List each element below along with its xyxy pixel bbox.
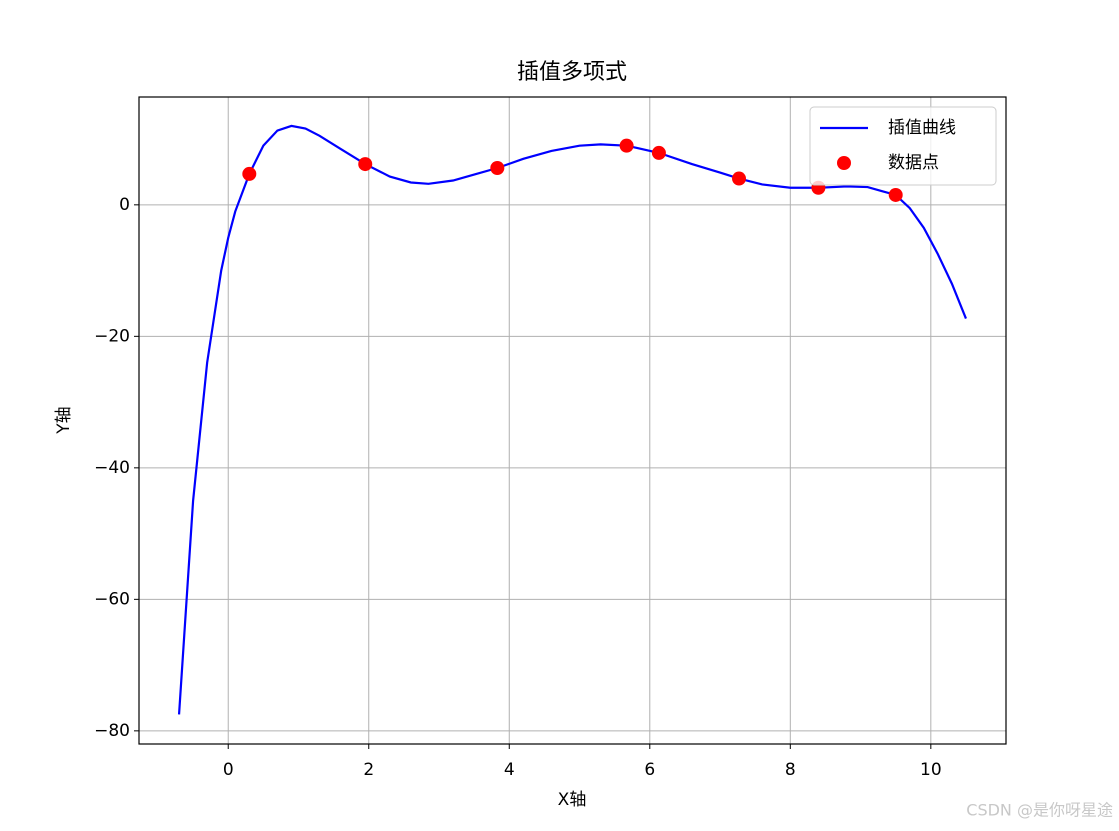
- x-tick-label: 0: [223, 760, 234, 780]
- data-point: [732, 171, 747, 186]
- y-tick-label: 0: [119, 195, 130, 215]
- data-point: [651, 145, 666, 160]
- chart-title: 插值多项式: [517, 60, 627, 85]
- data-point: [242, 166, 257, 181]
- x-tick-label: 4: [504, 760, 515, 780]
- x-axis-label: X轴: [558, 790, 587, 810]
- data-point: [358, 157, 373, 172]
- data-point: [490, 161, 505, 176]
- y-tick-label: −40: [94, 458, 130, 478]
- data-point: [619, 138, 634, 153]
- data-point: [888, 187, 903, 202]
- y-tick-label: −60: [94, 589, 130, 609]
- watermark: CSDN @是你呀星途: [966, 801, 1113, 820]
- interpolation-line: [177, 124, 967, 715]
- y-tick-label: −20: [94, 326, 130, 346]
- y-axis-label: Y轴: [54, 406, 74, 434]
- y-tick-label: −80: [94, 721, 130, 741]
- x-tick-label: 10: [920, 760, 942, 780]
- legend-marker: [837, 156, 851, 170]
- legend-label: 插值曲线: [888, 118, 956, 138]
- plot-frame: [138, 96, 1007, 745]
- legend-label: 数据点: [888, 153, 939, 173]
- x-tick-label: 6: [644, 760, 655, 780]
- x-tick-label: 2: [363, 760, 374, 780]
- legend-box: [809, 106, 997, 186]
- x-tick-label: 8: [785, 760, 796, 780]
